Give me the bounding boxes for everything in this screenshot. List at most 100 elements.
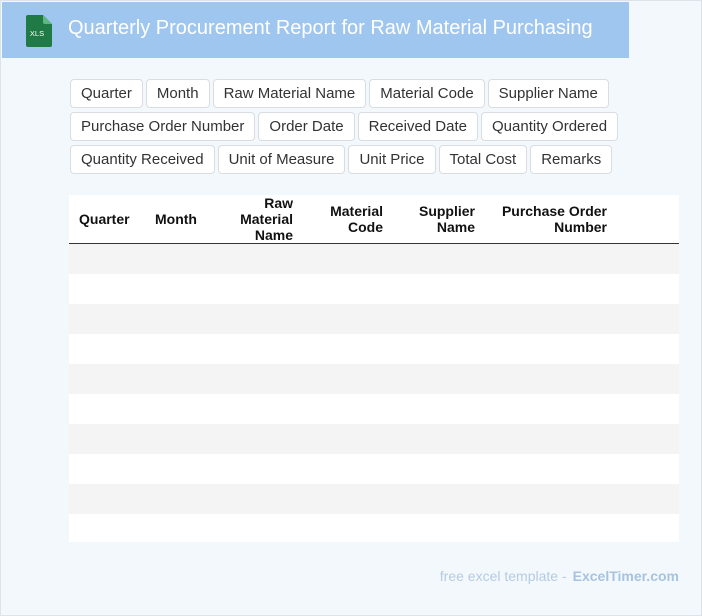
table-cell[interactable]: [145, 304, 207, 334]
table-cell[interactable]: [207, 334, 299, 364]
field-chip[interactable]: Supplier Name: [487, 79, 609, 108]
table-cell[interactable]: [207, 394, 299, 424]
table-cell[interactable]: [69, 243, 145, 274]
table-cell[interactable]: [299, 514, 389, 542]
table-cell[interactable]: [207, 454, 299, 484]
data-table-container[interactable]: Quarter Month Raw Material Name Material Code…: [69, 195, 679, 542]
table-cell[interactable]: [613, 514, 679, 542]
table-cell[interactable]: [207, 424, 299, 454]
column-header-label: Raw Material: [240, 195, 293, 227]
table-cell[interactable]: [613, 334, 679, 364]
table-cell[interactable]: [299, 424, 389, 454]
field-chip[interactable]: Quarter: [70, 79, 143, 108]
table-cell[interactable]: [69, 304, 145, 334]
table-cell[interactable]: [389, 364, 481, 394]
table-cell[interactable]: [481, 243, 613, 274]
table-cell[interactable]: [145, 484, 207, 514]
table-cell[interactable]: [207, 304, 299, 334]
table-cell[interactable]: [299, 454, 389, 484]
column-header[interactable]: Raw Material Name: [207, 195, 299, 244]
table-cell[interactable]: [145, 394, 207, 424]
table-cell[interactable]: [389, 274, 481, 304]
table-cell[interactable]: [145, 364, 207, 394]
table-cell[interactable]: [481, 514, 613, 542]
table-cell[interactable]: [389, 304, 481, 334]
field-chip[interactable]: Raw Material Name: [212, 79, 367, 108]
table-cell[interactable]: [613, 484, 679, 514]
table-cell[interactable]: [481, 454, 613, 484]
table-cell[interactable]: [299, 334, 389, 364]
table-cell[interactable]: [389, 514, 481, 542]
table-cell[interactable]: [69, 484, 145, 514]
table-cell[interactable]: [613, 424, 679, 454]
column-header[interactable]: Month: [145, 195, 207, 244]
field-chip[interactable]: Total Cost: [438, 145, 528, 174]
table-cell[interactable]: [299, 394, 389, 424]
field-chip[interactable]: Month: [145, 79, 210, 108]
table-cell[interactable]: [69, 394, 145, 424]
table-cell[interactable]: [613, 274, 679, 304]
table-cell[interactable]: [481, 334, 613, 364]
table-cell[interactable]: [145, 514, 207, 542]
column-header[interactable]: Purchase Order Number: [481, 195, 613, 244]
table-cell[interactable]: [389, 424, 481, 454]
table-cell[interactable]: [207, 243, 299, 274]
table-cell[interactable]: [69, 514, 145, 542]
table-cell[interactable]: [389, 484, 481, 514]
table-cell[interactable]: [145, 424, 207, 454]
column-header[interactable]: Material Code: [299, 195, 389, 244]
table-cell[interactable]: [69, 364, 145, 394]
field-chip[interactable]: Quantity Ordered: [481, 112, 619, 141]
table-cell[interactable]: [145, 454, 207, 484]
table-cell[interactable]: [389, 334, 481, 364]
table-cell[interactable]: [69, 424, 145, 454]
table-cell[interactable]: [69, 334, 145, 364]
table-cell[interactable]: [389, 454, 481, 484]
table-cell[interactable]: [481, 394, 613, 424]
table-cell[interactable]: [481, 274, 613, 304]
table-cell[interactable]: [207, 364, 299, 394]
table-row: [69, 394, 679, 424]
column-header-label: Code: [348, 219, 383, 235]
table-cell[interactable]: [613, 304, 679, 334]
table-cell[interactable]: [299, 304, 389, 334]
table-cell[interactable]: [145, 334, 207, 364]
field-chip[interactable]: Purchase Order Number: [70, 112, 256, 141]
table-cell[interactable]: [481, 304, 613, 334]
table-cell[interactable]: [69, 454, 145, 484]
table-cell[interactable]: [481, 364, 613, 394]
table-cell[interactable]: [389, 394, 481, 424]
field-chip[interactable]: Remarks: [530, 145, 613, 174]
column-header[interactable]: Supplier Name: [389, 195, 481, 244]
table-cell[interactable]: [613, 454, 679, 484]
table-row: [69, 304, 679, 334]
footer-brand-link[interactable]: ExcelTimer.com: [572, 568, 679, 584]
table-cell[interactable]: [299, 243, 389, 274]
table-cell[interactable]: [207, 484, 299, 514]
table-cell[interactable]: [145, 274, 207, 304]
table-cell[interactable]: [145, 243, 207, 274]
field-chip[interactable]: Quantity Received: [70, 145, 215, 174]
table-cell[interactable]: [389, 243, 481, 274]
column-header-label: Material: [330, 203, 383, 219]
chip-row: Purchase Order Number Order Date Received …: [70, 112, 619, 141]
field-chip[interactable]: Unit of Measure: [217, 145, 346, 174]
table-cell[interactable]: [481, 484, 613, 514]
field-chip[interactable]: Material Code: [369, 79, 485, 108]
table-cell[interactable]: [207, 514, 299, 542]
table-cell[interactable]: [613, 243, 679, 274]
column-header[interactable]: Quarter: [69, 195, 145, 244]
table-cell[interactable]: [69, 274, 145, 304]
table-cell[interactable]: [299, 364, 389, 394]
table-cell[interactable]: [481, 424, 613, 454]
table-cell[interactable]: [613, 364, 679, 394]
table-cell[interactable]: [613, 394, 679, 424]
field-chip[interactable]: Unit Price: [348, 145, 436, 174]
table-cell[interactable]: [299, 274, 389, 304]
table-cell[interactable]: [207, 274, 299, 304]
field-chip[interactable]: Order Date: [258, 112, 355, 141]
field-chip[interactable]: Received Date: [357, 112, 478, 141]
table-cell[interactable]: [299, 484, 389, 514]
